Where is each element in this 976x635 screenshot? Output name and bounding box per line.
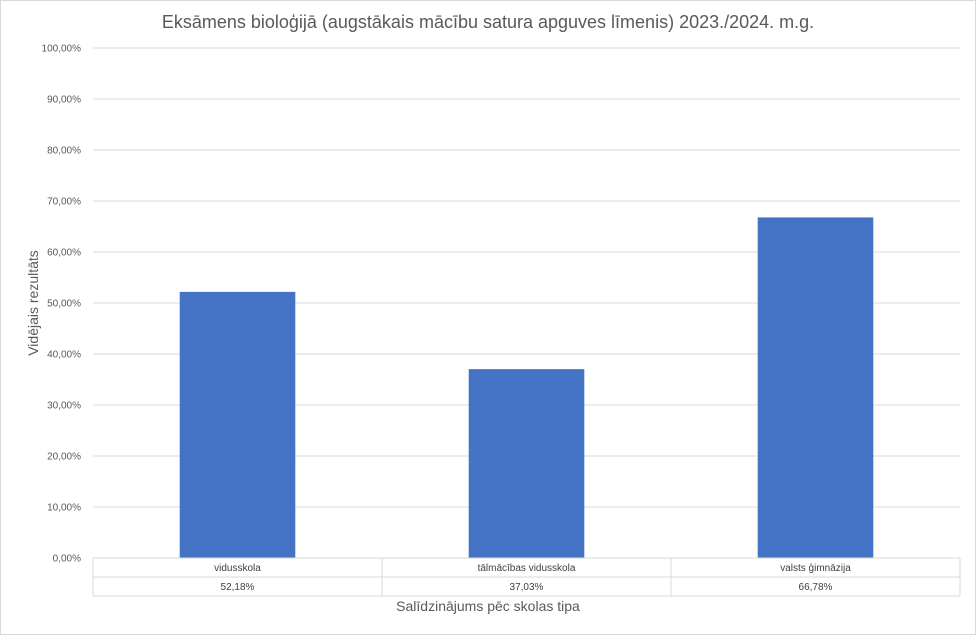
bar	[179, 291, 296, 558]
y-tick-label: 60,00%	[47, 248, 81, 259]
y-tick-label: 90,00%	[47, 95, 81, 106]
y-tick-label: 10,00%	[47, 503, 81, 514]
bar	[468, 369, 585, 558]
y-tick-label: 40,00%	[47, 350, 81, 361]
x-axis-title: Salīdzinājums pēc skolas tipa	[396, 598, 580, 614]
y-tick-labels: 0,00% 10,00% 20,00% 30,00% 40,00% 50,00% 60,00…	[42, 44, 82, 565]
bar	[757, 217, 874, 558]
category-label: valsts ģimnāzija	[780, 561, 851, 574]
y-tick-label: 50,00%	[47, 299, 81, 310]
y-tick-label: 70,00%	[47, 197, 81, 208]
y-tick-label: 20,00%	[47, 452, 81, 463]
y-tick-label: 30,00%	[47, 401, 81, 412]
data-table: vidusskola 52,18% tālmācības vidusskola 37,…	[92, 557, 961, 597]
chart-title: Eksāmens bioloģijā (augstākais mācību sa…	[161, 12, 815, 32]
y-tick-label: 0,00%	[53, 554, 81, 565]
data-label: 66,78%	[799, 582, 833, 593]
data-label: 37,03%	[510, 582, 544, 593]
y-tick-label: 80,00%	[47, 146, 81, 157]
data-label: 52,18%	[221, 582, 255, 593]
y-tick-label: 100,00%	[42, 44, 82, 55]
category-label: vidusskola	[214, 563, 261, 574]
bars	[179, 217, 874, 558]
category-label: tālmācības vidusskola	[478, 563, 576, 574]
